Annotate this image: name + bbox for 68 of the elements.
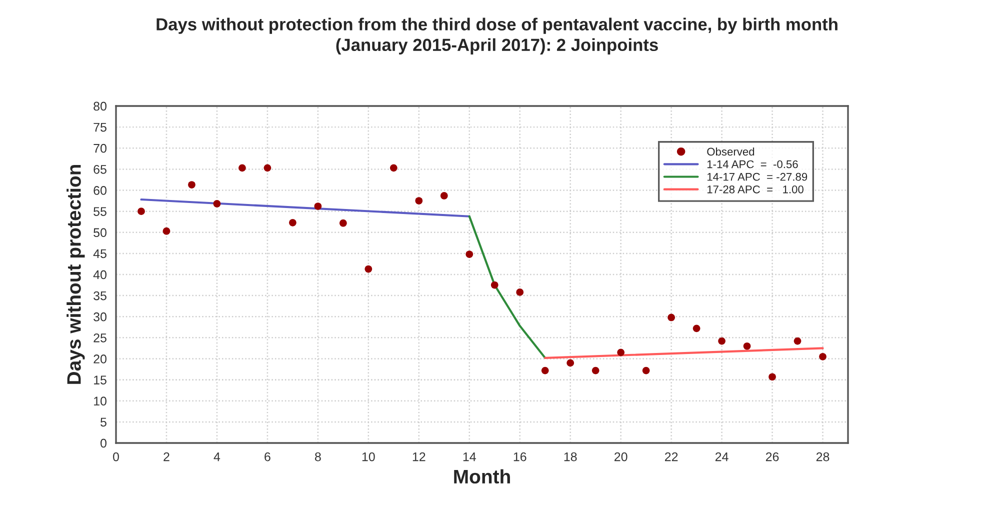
x-tick-label: 8 xyxy=(315,452,321,462)
point xyxy=(668,314,675,322)
point xyxy=(768,373,776,381)
point xyxy=(642,366,650,374)
x-tick-label: 18 xyxy=(564,452,577,462)
y-tick-label: 65 xyxy=(94,164,106,174)
point xyxy=(794,337,802,345)
point xyxy=(138,208,145,215)
x-tick-label: 22 xyxy=(664,452,678,462)
point xyxy=(213,200,221,208)
point xyxy=(162,227,170,235)
x-tick-label: 6 xyxy=(264,452,270,462)
point xyxy=(718,337,726,345)
point xyxy=(743,342,751,350)
legend-label: Observed xyxy=(707,147,754,156)
x-tick-label: 14 xyxy=(463,452,476,462)
point xyxy=(566,359,574,367)
point xyxy=(617,348,624,356)
y-tick-label: 10 xyxy=(94,396,106,406)
point xyxy=(188,181,196,188)
y-tick-label: 60 xyxy=(94,186,106,195)
point xyxy=(415,197,423,204)
point xyxy=(364,265,372,273)
y-tick-label: 80 xyxy=(94,102,106,111)
chart-title: Days without protection from the third dose of pentavalent vaccine, by birth month (January 2015-April 2017): 2 Joinpoints xyxy=(156,18,838,54)
legend-label: 14-17 APC = -27.89 xyxy=(707,172,808,181)
legend-label: 1-14 APC = -0.56 xyxy=(707,160,798,168)
y-tick-label: 40 xyxy=(93,270,106,280)
x-tick-label: 0 xyxy=(113,452,119,462)
y-tick-label: 15 xyxy=(94,376,106,384)
point xyxy=(289,219,296,226)
y-tick-label: 55 xyxy=(94,207,106,216)
y-tick-label: 50 xyxy=(94,228,106,238)
point xyxy=(819,352,826,360)
y-tick-label: 25 xyxy=(94,333,106,342)
point xyxy=(314,202,322,210)
x-axis-title: Month xyxy=(454,469,510,484)
point xyxy=(592,366,600,374)
y-tick-label: 5 xyxy=(100,418,106,427)
point xyxy=(440,192,448,200)
point xyxy=(516,288,524,296)
y-tick-label: 20 xyxy=(94,354,106,364)
x-tick-label: 2 xyxy=(164,452,170,462)
y-axis-title: Days without protection xyxy=(66,164,85,384)
x-tick-label: 26 xyxy=(766,452,779,462)
point xyxy=(541,366,549,374)
point xyxy=(466,250,474,258)
x-tick-label: 12 xyxy=(412,452,426,462)
x-tick-label: 4 xyxy=(214,452,220,462)
y-tick-label: 75 xyxy=(94,122,106,132)
point xyxy=(692,324,700,332)
y-tick-label: 70 xyxy=(94,144,106,153)
x-tick-label: 20 xyxy=(614,452,628,462)
point xyxy=(340,219,347,227)
point xyxy=(238,164,246,172)
x-tick-label: 10 xyxy=(362,452,375,462)
legend-label: 17-28 APC = 1.00 xyxy=(707,185,804,194)
point xyxy=(490,281,498,289)
x-tick-label: 28 xyxy=(816,452,830,462)
point xyxy=(390,164,398,172)
y-tick-label: 35 xyxy=(94,291,106,300)
y-tick-label: 0 xyxy=(100,438,106,448)
point xyxy=(264,164,272,172)
line-series xyxy=(468,215,546,359)
y-tick-label: 30 xyxy=(94,312,106,322)
x-tick-label: 24 xyxy=(715,452,728,462)
y-tick-label: 45 xyxy=(93,249,106,258)
x-tick-label: 16 xyxy=(514,452,526,462)
